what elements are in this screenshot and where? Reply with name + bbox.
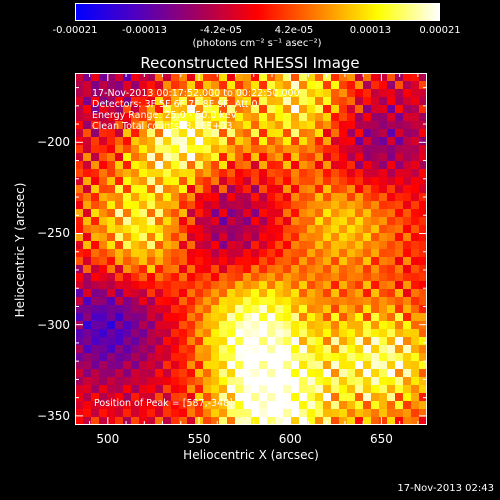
plot-area [75,73,427,425]
colorbar [75,3,440,21]
y-tick-label: −250 [37,226,70,241]
rhessi-image [75,73,427,425]
x-tick-label: 600 [278,432,302,446]
plot-axes [75,73,427,425]
colorbar-tick-label: -0.00021 [52,25,98,36]
plot-frame [75,73,427,425]
y-axis-label: Heliocentric Y (arcsec) [13,182,27,318]
info-line: Detectors: 3F 5F 6F 7F 8F 9F, Att 0 [92,99,258,110]
y-tick-label: −350 [37,408,70,423]
x-axis-label: Heliocentric X (arcsec) [183,448,319,462]
x-tick-label: 550 [187,432,211,446]
chart-title: Reconstructed RHESSI Image [140,54,360,72]
colorbar-tick-label: 0.00021 [419,25,461,36]
colorbar-tick-label: 4.2e-05 [274,25,314,36]
colorbar-tick-label: -4.2e-05 [200,25,242,36]
y-tick-label: −200 [37,135,70,150]
info-line: Clean Total counts: 8.16E+03 [92,121,233,132]
timestamp: 17-Nov-2013 02:43 [397,483,494,494]
colorbar-tick-label: -0.00013 [122,25,167,36]
x-tick-label: 650 [369,432,393,446]
colorbar-units-label: (photons cm⁻² s⁻¹ asec⁻²) [192,38,322,49]
y-tick-label: −300 [37,317,70,332]
info-line: Energy Range: 25.0 - 50.0 keV [92,110,237,121]
colorbar-tick-label: 0.00013 [349,25,392,36]
peak-position-label: Position of Peak = [587,-348] [94,398,233,409]
info-line: 17-Nov-2013 00:17:52.000 to 00:22:50.000 [92,88,300,99]
x-tick-label: 500 [96,432,120,446]
